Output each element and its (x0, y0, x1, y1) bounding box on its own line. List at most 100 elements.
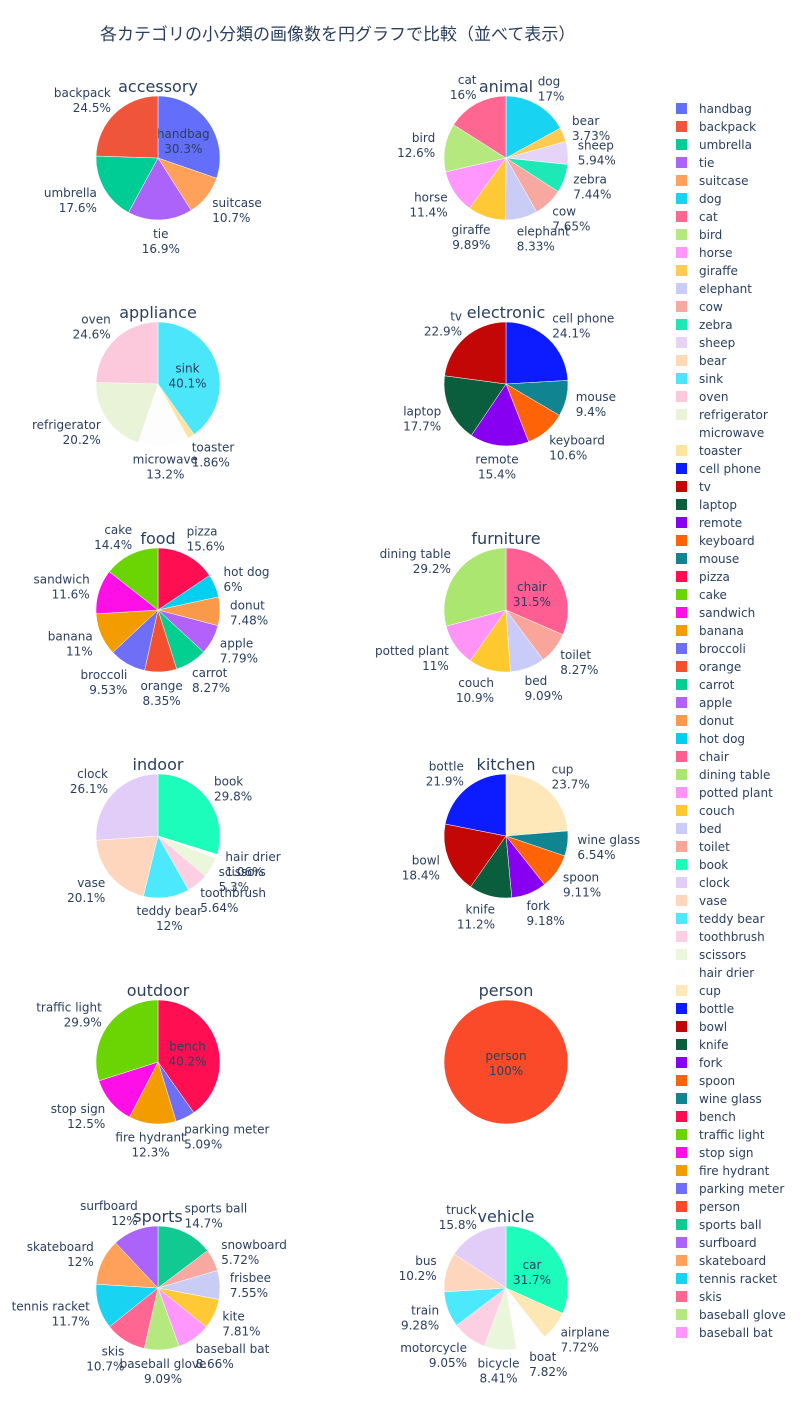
slice-label-cat: cat 16% (450, 73, 477, 102)
legend-swatch (676, 733, 687, 744)
legend-label: knife (699, 1038, 729, 1052)
legend-item-surfboard[interactable]: surfboard (676, 1236, 757, 1250)
legend-item-bird[interactable]: bird (676, 228, 722, 242)
legend-item-bench[interactable]: bench (676, 1110, 736, 1124)
legend-label: surfboard (699, 1236, 757, 1250)
legend-item-zebra[interactable]: zebra (676, 318, 733, 332)
legend-label: laptop (699, 498, 737, 512)
legend-item-donut[interactable]: donut (676, 714, 734, 728)
slice-label-bus: bus 10.2% (399, 1254, 437, 1283)
legend-item-vase[interactable]: vase (676, 894, 727, 908)
legend-item-person[interactable]: person (676, 1200, 740, 1214)
legend-label: elephant (699, 282, 752, 296)
legend-item-refrigerator[interactable]: refrigerator (676, 408, 768, 422)
legend-swatch (676, 391, 687, 402)
slice-label-bicycle: bicycle 8.41% (478, 1357, 520, 1386)
legend-item-baseball-bat[interactable]: baseball bat (676, 1326, 773, 1340)
legend-label: tv (699, 480, 711, 494)
slice-label-parking-meter: parking meter 5.09% (184, 1123, 269, 1152)
legend-item-toothbrush[interactable]: toothbrush (676, 930, 765, 944)
legend-item-toaster[interactable]: toaster (676, 444, 742, 458)
legend-item-couch[interactable]: couch (676, 804, 735, 818)
legend-item-broccoli[interactable]: broccoli (676, 642, 746, 656)
legend-item-orange[interactable]: orange (676, 660, 741, 674)
legend-item-carrot[interactable]: carrot (676, 678, 735, 692)
slice-label-umbrella: umbrella 17.6% (44, 186, 97, 215)
legend-item-parking-meter[interactable]: parking meter (676, 1182, 784, 1196)
pie-title: appliance (119, 303, 197, 322)
legend-item-sports-ball[interactable]: sports ball (676, 1218, 762, 1232)
legend-item-cup[interactable]: cup (676, 984, 721, 998)
legend-item-pizza[interactable]: pizza (676, 570, 730, 584)
legend-item-sink[interactable]: sink (676, 372, 723, 386)
legend-item-laptop[interactable]: laptop (676, 498, 737, 512)
legend-item-microwave[interactable]: microwave (676, 426, 764, 440)
legend-label: bed (699, 822, 722, 836)
legend-item-cake[interactable]: cake (676, 588, 727, 602)
legend-item-wine-glass[interactable]: wine glass (676, 1092, 762, 1106)
legend-item-hot-dog[interactable]: hot dog (676, 732, 745, 746)
legend-item-baseball-glove[interactable]: baseball glove (676, 1308, 786, 1322)
pie-food: food pizza 15.6% hot dog 6% donut 7.48% apple 7.… (34, 523, 270, 708)
legend-swatch (676, 1039, 687, 1050)
legend-item-tennis-racket[interactable]: tennis racket (676, 1272, 777, 1286)
legend-item-tv[interactable]: tv (676, 480, 711, 494)
legend-item-fork[interactable]: fork (676, 1056, 723, 1070)
pie-vehicle: vehicle car 31.7% airplane 7.72%boat 7.82% bic… (399, 1203, 610, 1386)
slice-label-zebra: zebra 7.44% (573, 172, 611, 201)
legend-item-handbag[interactable]: handbag (676, 102, 752, 116)
legend-swatch (676, 589, 687, 600)
legend-item-hair-drier[interactable]: hair drier (676, 966, 754, 980)
legend-item-skateboard[interactable]: skateboard (676, 1254, 766, 1268)
legend-item-cat[interactable]: cat (676, 210, 718, 224)
legend-swatch (676, 409, 687, 420)
legend-item-suitcase[interactable]: suitcase (676, 174, 748, 188)
legend-item-clock[interactable]: clock (676, 876, 730, 890)
slice-label-skis: skis 10.7% (86, 1345, 124, 1374)
legend-item-cell-phone[interactable]: cell phone (676, 462, 761, 476)
legend-swatch (676, 139, 687, 150)
legend-item-potted-plant[interactable]: potted plant (676, 786, 773, 800)
legend-item-knife[interactable]: knife (676, 1038, 729, 1052)
legend-item-remote[interactable]: remote (676, 516, 742, 530)
legend-label: book (699, 858, 728, 872)
legend-label: pizza (699, 570, 730, 584)
legend-item-chair[interactable]: chair (676, 750, 729, 764)
legend-item-toilet[interactable]: toilet (676, 840, 730, 854)
legend-item-scissors[interactable]: scissors (676, 948, 746, 962)
slice-label-book: book 29.8% (214, 774, 252, 803)
legend-label: broccoli (699, 642, 746, 656)
legend-item-teddy-bear[interactable]: teddy bear (676, 912, 765, 926)
legend-item-skis[interactable]: skis (676, 1290, 722, 1304)
legend-item-traffic-light[interactable]: traffic light (676, 1128, 765, 1142)
legend-item-bowl[interactable]: bowl (676, 1020, 727, 1034)
legend-item-horse[interactable]: horse (676, 246, 733, 260)
legend-item-bed[interactable]: bed (676, 822, 722, 836)
legend-item-dining-table[interactable]: dining table (676, 768, 770, 782)
legend-item-stop-sign[interactable]: stop sign (676, 1146, 754, 1160)
legend-item-sandwich[interactable]: sandwich (676, 606, 755, 620)
legend-item-fire-hydrant[interactable]: fire hydrant (676, 1164, 770, 1178)
legend-item-bottle[interactable]: bottle (676, 1002, 734, 1016)
legend-item-keyboard[interactable]: keyboard (676, 534, 755, 548)
legend-swatch (676, 607, 687, 618)
legend-swatch (676, 1111, 687, 1122)
legend-item-backpack[interactable]: backpack (676, 120, 756, 134)
legend-item-oven[interactable]: oven (676, 390, 728, 404)
legend-item-book[interactable]: book (676, 858, 728, 872)
legend-item-banana[interactable]: banana (676, 624, 744, 638)
legend-item-mouse[interactable]: mouse (676, 552, 739, 566)
legend-item-elephant[interactable]: elephant (676, 282, 752, 296)
legend-item-spoon[interactable]: spoon (676, 1074, 735, 1088)
legend-item-tie[interactable]: tie (676, 156, 714, 170)
legend-item-dog[interactable]: dog (676, 192, 722, 206)
legend-swatch (676, 895, 687, 906)
legend-item-giraffe[interactable]: giraffe (676, 264, 738, 278)
legend-item-apple[interactable]: apple (676, 696, 732, 710)
legend-item-bear[interactable]: bear (676, 354, 726, 368)
legend-item-sheep[interactable]: sheep (676, 336, 735, 350)
legend-item-umbrella[interactable]: umbrella (676, 138, 752, 152)
legend-item-cow[interactable]: cow (676, 300, 723, 314)
legend-label: zebra (699, 318, 733, 332)
legend-swatch (676, 499, 687, 510)
